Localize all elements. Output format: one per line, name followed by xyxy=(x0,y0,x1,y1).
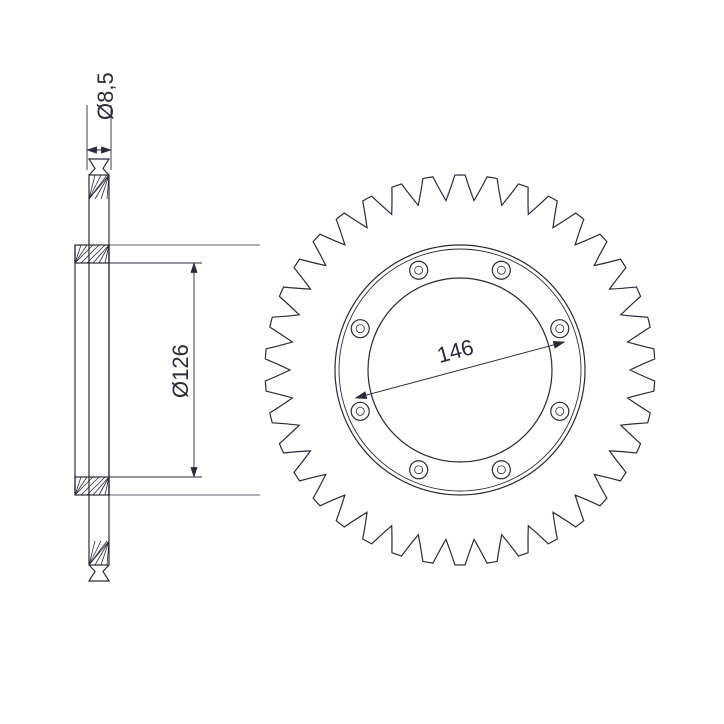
sprocket-front-view xyxy=(265,175,654,565)
bolt-hole xyxy=(351,320,369,338)
dim-hole-label: Ø8,5 xyxy=(93,72,118,120)
bolt-hole xyxy=(410,461,428,479)
bolt-hole xyxy=(551,320,569,338)
bolt-hole xyxy=(410,261,428,279)
bolt-hole xyxy=(492,261,510,279)
dim-bore-label: Ø126 xyxy=(168,344,193,398)
dim-bolt-circle-label: 146 xyxy=(434,334,476,368)
bolt-hole xyxy=(492,461,510,479)
sprocket-side-view xyxy=(75,159,109,581)
bolt-hole xyxy=(551,402,569,420)
sprocket-drawing: 146 Ø8,5 Ø126 xyxy=(0,0,724,724)
bolt-hole xyxy=(351,402,369,420)
dimensions xyxy=(87,105,260,495)
